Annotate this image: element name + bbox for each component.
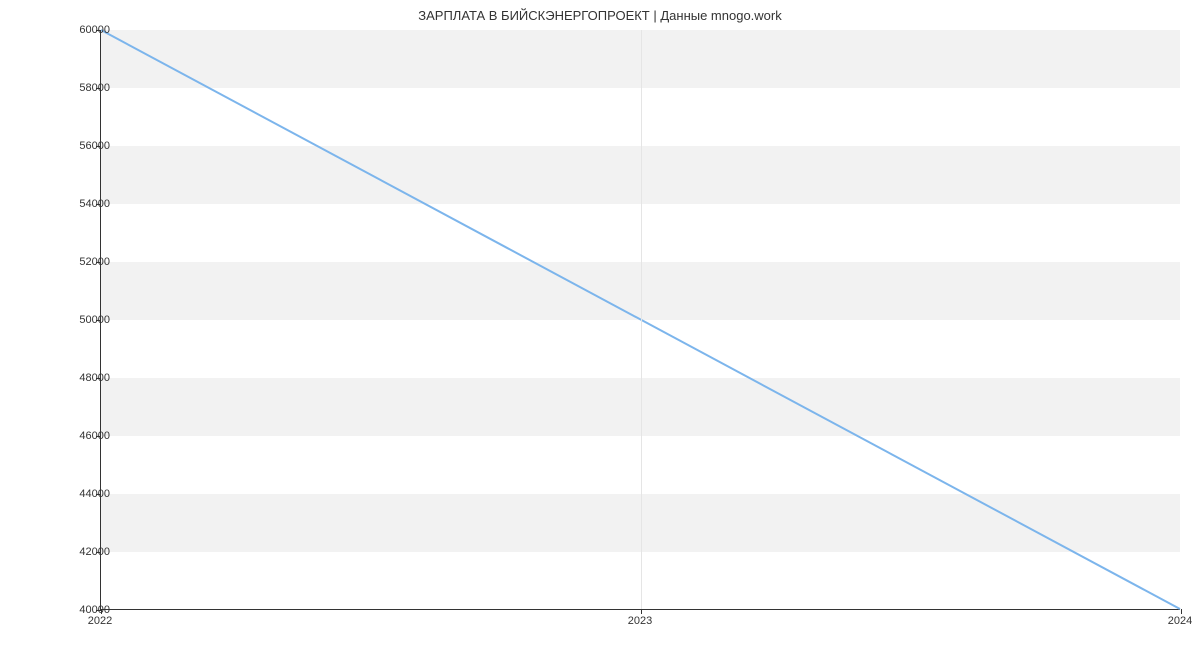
y-tick-label: 42000 — [50, 546, 110, 558]
y-tick-label: 44000 — [50, 488, 110, 500]
y-tick-label: 48000 — [50, 372, 110, 384]
y-tick-label: 52000 — [50, 256, 110, 268]
plot-area — [100, 30, 1180, 610]
x-grid-line — [641, 30, 642, 609]
y-tick-label: 58000 — [50, 82, 110, 94]
y-tick-label: 50000 — [50, 314, 110, 326]
x-tick-label: 2022 — [88, 615, 112, 627]
y-tick-label: 56000 — [50, 140, 110, 152]
x-tick-label: 2024 — [1168, 615, 1192, 627]
x-tick-label: 2023 — [628, 615, 652, 627]
chart-title: ЗАРПЛАТА В БИЙСКЭНЕРГОПРОЕКТ | Данные mn… — [0, 0, 1200, 23]
y-tick-label: 46000 — [50, 430, 110, 442]
y-tick-label: 60000 — [50, 24, 110, 36]
y-tick-label: 40000 — [50, 604, 110, 616]
x-tick-mark — [1181, 609, 1182, 614]
x-tick-mark — [641, 609, 642, 614]
y-tick-label: 54000 — [50, 198, 110, 210]
